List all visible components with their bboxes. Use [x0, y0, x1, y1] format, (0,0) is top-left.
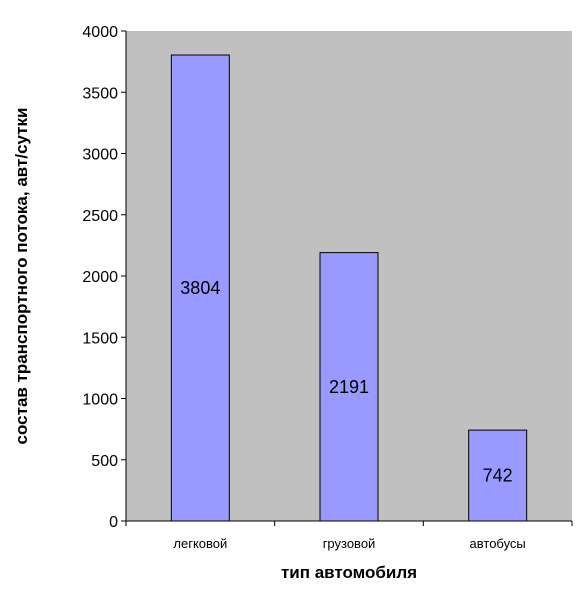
y-tick-label: 0: [109, 514, 118, 531]
x-category-label: грузовой: [323, 536, 376, 551]
bar-value-label: 2191: [329, 377, 369, 397]
y-axis-title: состав транспортного потока, авт/сутки: [12, 108, 31, 445]
y-tick-label: 2500: [82, 208, 118, 225]
y-axis: 0 500 1000 1500 2000 2500 3000 3500 4000: [82, 24, 127, 531]
bar-value-label: 742: [483, 466, 513, 486]
bar: [468, 429, 528, 522]
bar-value-label: 3804: [180, 278, 220, 298]
y-tick-label: 3500: [82, 85, 118, 102]
y-tick-label: 1000: [82, 392, 118, 409]
y-tick-label: 4000: [82, 24, 118, 41]
y-tick-label: 2000: [82, 269, 118, 286]
x-category-label: автобусы: [470, 536, 526, 551]
bar: [170, 54, 230, 522]
y-tick-label: 3000: [82, 147, 118, 164]
x-axis-title: тип автомобиля: [281, 563, 417, 582]
x-category-label: легковой: [173, 536, 227, 551]
y-tick-label: 1500: [82, 330, 118, 347]
bars-group: 3804 2191 742: [170, 54, 528, 522]
y-tick-label: 500: [91, 453, 118, 470]
bar: [319, 252, 379, 522]
x-axis: легковой грузовой автобусы: [125, 520, 573, 551]
